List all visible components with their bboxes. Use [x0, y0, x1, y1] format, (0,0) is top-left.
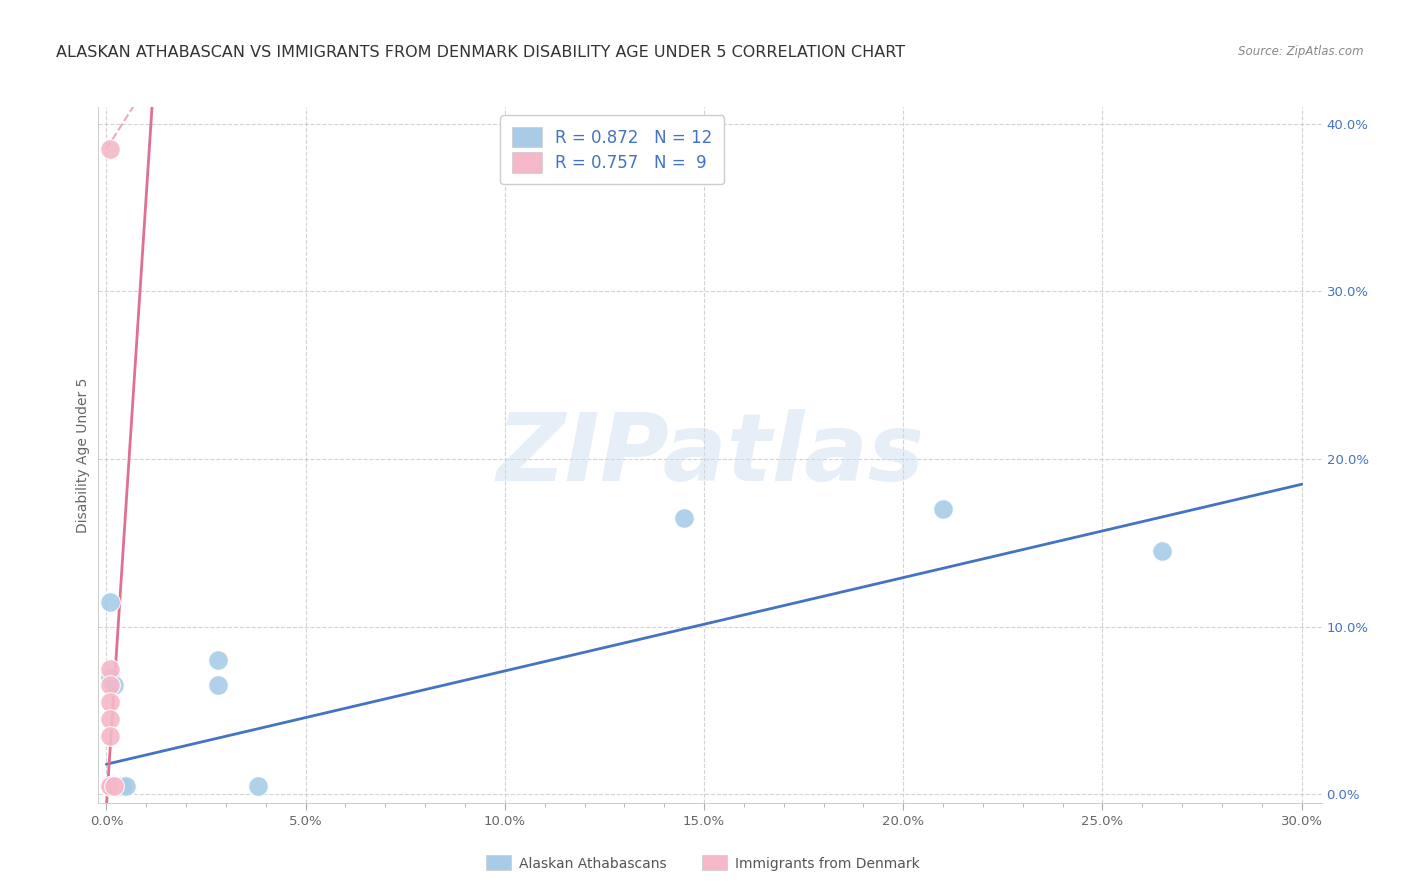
Point: [100, 695, 122, 709]
Point: [100, 712, 122, 726]
Point: [246, 779, 269, 793]
Point: [103, 779, 125, 793]
Point: [111, 779, 134, 793]
Legend: R = 0.872   N = 12, R = 0.757   N =  9: R = 0.872 N = 12, R = 0.757 N = 9: [501, 115, 724, 185]
Point: [207, 678, 229, 692]
Point: [100, 594, 122, 608]
Point: [207, 653, 229, 667]
Text: ZIPatlas: ZIPatlas: [496, 409, 924, 501]
Legend: Alaskan Athabascans, Immigrants from Denmark: Alaskan Athabascans, Immigrants from Den…: [481, 850, 925, 876]
Point: [100, 729, 122, 743]
Point: [100, 670, 122, 684]
Point: [673, 510, 696, 524]
Y-axis label: Disability Age Under 5: Disability Age Under 5: [76, 377, 90, 533]
Point: [100, 662, 122, 676]
Point: [100, 678, 122, 692]
Point: [103, 678, 125, 692]
Text: ALASKAN ATHABASCAN VS IMMIGRANTS FROM DENMARK DISABILITY AGE UNDER 5 CORRELATION: ALASKAN ATHABASCAN VS IMMIGRANTS FROM DE…: [56, 45, 905, 60]
Point: [100, 779, 122, 793]
Point: [107, 779, 129, 793]
Point: [100, 142, 122, 156]
Point: [100, 779, 122, 793]
Point: [932, 502, 955, 516]
Point: [115, 779, 138, 793]
Text: Source: ZipAtlas.com: Source: ZipAtlas.com: [1239, 45, 1364, 58]
Point: [1152, 544, 1174, 558]
